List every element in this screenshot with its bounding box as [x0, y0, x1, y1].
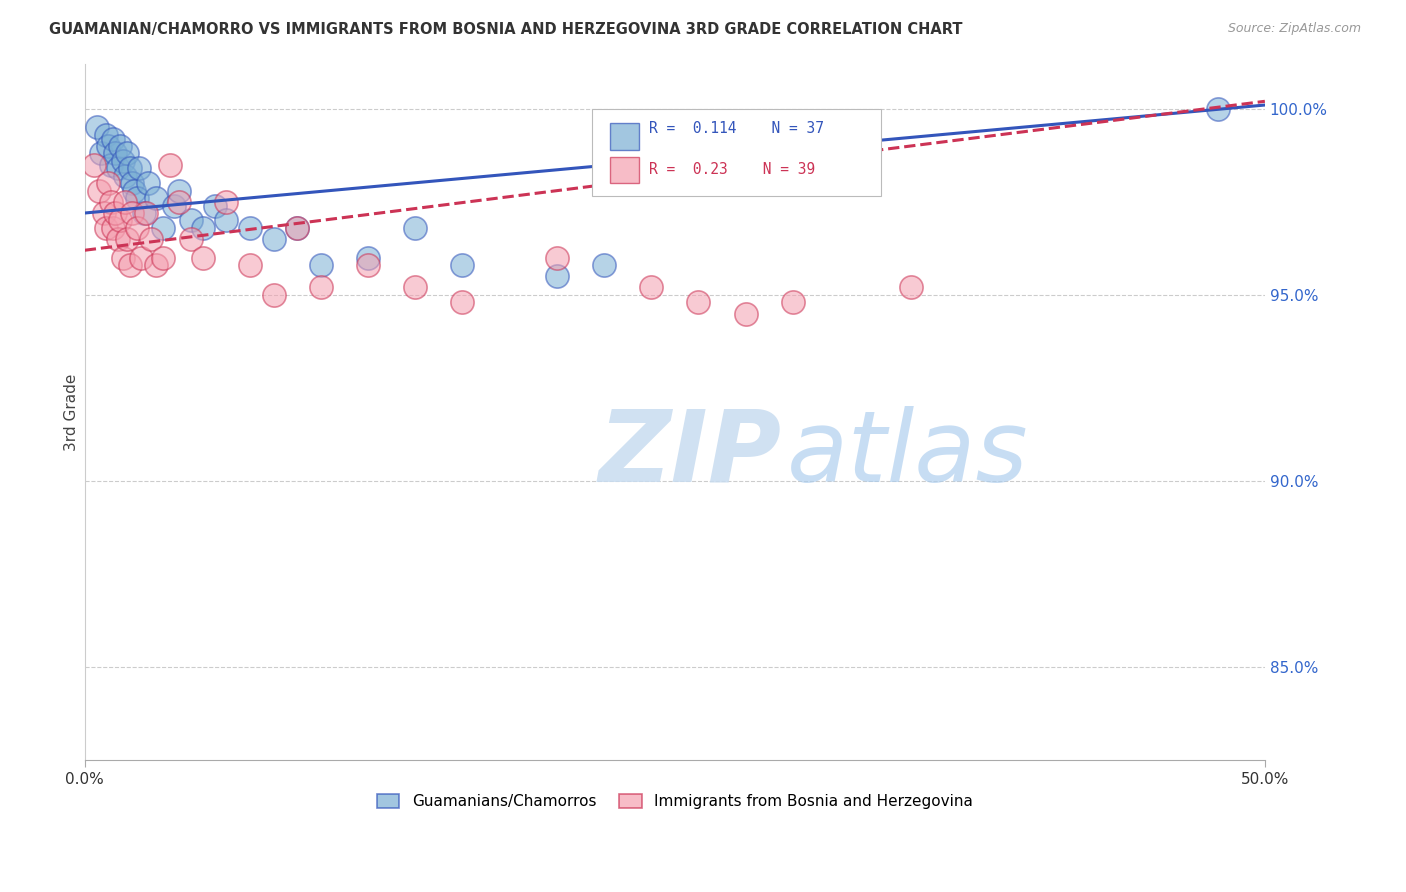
Point [309, 280, 332, 294]
Point [128, 161, 150, 176]
Point [163, 198, 186, 212]
Point [104, 146, 127, 161]
Point [159, 158, 181, 172]
Point [125, 191, 148, 205]
Point [87, 184, 110, 198]
Point [100, 194, 122, 209]
Point [114, 194, 136, 209]
Text: ZIP: ZIP [598, 406, 782, 502]
Point [239, 258, 262, 272]
Point [263, 288, 285, 302]
Point [191, 220, 214, 235]
Point [152, 251, 174, 265]
Point [191, 251, 214, 265]
Point [121, 206, 143, 220]
Point [118, 161, 141, 176]
Point [180, 232, 202, 246]
Point [145, 258, 167, 272]
Point [131, 251, 153, 265]
Point [93, 206, 115, 220]
Legend: Guamanians/Chamorros, Immigrants from Bosnia and Herzegovina: Guamanians/Chamorros, Immigrants from Bo… [370, 788, 979, 815]
Point [97, 139, 120, 153]
Point [180, 213, 202, 227]
Point [94, 128, 117, 142]
Point [132, 206, 155, 220]
Point [101, 131, 124, 145]
Point [215, 213, 238, 227]
Point [107, 232, 129, 246]
Point [107, 161, 129, 176]
Point [640, 280, 662, 294]
Point [546, 269, 568, 284]
Point [688, 295, 710, 310]
Point [121, 176, 143, 190]
Point [139, 232, 162, 246]
Point [782, 295, 804, 310]
Point [118, 258, 141, 272]
Point [546, 251, 568, 265]
Point [451, 258, 474, 272]
Bar [610, 157, 640, 183]
Point [117, 146, 139, 161]
Point [285, 220, 308, 235]
Point [138, 176, 160, 190]
Point [100, 158, 122, 172]
Point [111, 251, 134, 265]
Point [239, 220, 262, 235]
Point [101, 220, 124, 235]
Point [125, 220, 148, 235]
Point [111, 153, 134, 168]
Point [90, 146, 112, 161]
Text: R =  0.23    N = 39: R = 0.23 N = 39 [648, 162, 815, 178]
Point [593, 258, 616, 272]
Point [83, 158, 105, 172]
FancyBboxPatch shape [592, 110, 882, 196]
Point [357, 251, 380, 265]
Point [145, 191, 167, 205]
Point [152, 220, 174, 235]
Point [204, 198, 226, 212]
Point [263, 232, 285, 246]
Point [451, 295, 474, 310]
Point [357, 258, 380, 272]
Point [97, 176, 120, 190]
Point [167, 194, 190, 209]
Point [1206, 102, 1229, 116]
Text: Source: ZipAtlas.com: Source: ZipAtlas.com [1227, 22, 1361, 36]
Point [104, 206, 127, 220]
Point [135, 206, 157, 220]
Bar [610, 123, 640, 150]
Point [285, 220, 308, 235]
Point [167, 184, 190, 198]
Point [117, 232, 139, 246]
Point [900, 280, 922, 294]
Point [124, 184, 146, 198]
Text: atlas: atlas [787, 406, 1029, 502]
Point [108, 139, 131, 153]
Point [309, 258, 332, 272]
Point [114, 169, 136, 183]
Point [94, 220, 117, 235]
Point [215, 194, 238, 209]
Point [86, 120, 108, 135]
Point [404, 280, 426, 294]
Point [108, 213, 131, 227]
Point [734, 307, 756, 321]
Text: R =  0.114    N = 37: R = 0.114 N = 37 [648, 120, 824, 136]
Point [404, 220, 426, 235]
Text: GUAMANIAN/CHAMORRO VS IMMIGRANTS FROM BOSNIA AND HERZEGOVINA 3RD GRADE CORRELATI: GUAMANIAN/CHAMORRO VS IMMIGRANTS FROM BO… [49, 22, 963, 37]
Y-axis label: 3rd Grade: 3rd Grade [65, 374, 79, 451]
